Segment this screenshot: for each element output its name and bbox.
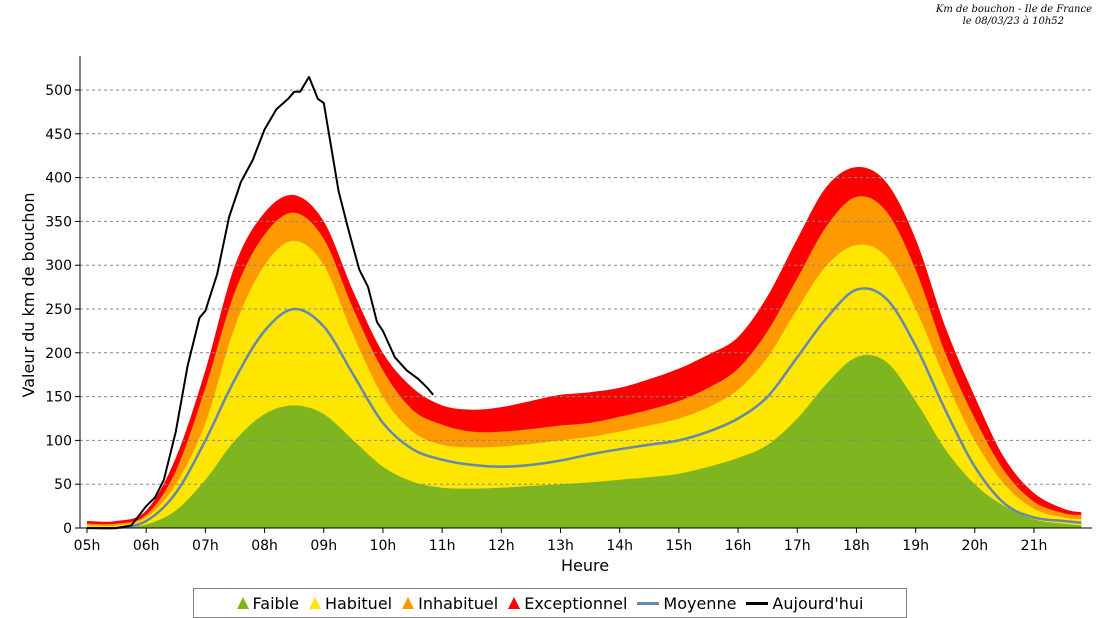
area-layers [87,167,1082,529]
legend-label-habituel: Habituel [324,593,393,613]
y-tick-label: 200 [45,346,72,362]
legend-item-exceptionnel: Exceptionnel [508,594,627,613]
y-tick-label: 100 [45,433,72,449]
area-faible [87,355,1082,529]
line-moyenne [86,287,1082,530]
legend-swatch-moyenne [637,601,660,605]
legend-item-faible: Faible [236,593,299,613]
y-tick-label: 450 [45,127,72,143]
legend-swatch-exceptionnel [508,597,521,609]
line-series [86,75,1082,530]
legend-item-inhabituel: Inhabituel [402,594,498,613]
x-tick-label: 15h [666,538,693,554]
gridlines [80,89,1092,485]
y-tick-label: 500 [45,83,72,99]
x-tick-label: 18h [843,538,870,554]
y-tick-label: 300 [45,258,72,274]
caption-line-1: Km de bouchon - Ile de France [935,4,1092,15]
y-tick-label: 350 [45,214,72,230]
y-axis-label: Valeur du km de bouchon [19,193,38,398]
y-tick-label: 400 [45,171,72,187]
x-tick-label: 16h [725,538,752,554]
legend-swatch-habituel [308,597,321,609]
x-axis-label: Heure [561,556,609,575]
x-tick-label: 10h [370,538,397,554]
x-tick-label: 13h [547,538,574,554]
caption-line-2: le 08/03/23 à 10h52 [962,16,1064,27]
x-tick-label: 20h [961,538,988,554]
legend-label-faible: Faible [252,593,299,613]
x-tick-label: 14h [606,538,633,554]
legend-swatch-inhabituel [402,597,415,609]
chart-caption: Km de bouchon - Ile de France le 08/03/2… [936,4,1092,28]
legend-label-inhabituel: Inhabituel [418,593,499,613]
x-tick-label: 05h [74,538,101,554]
y-tick-label: 50 [54,477,72,493]
legend-item-moyenne: Moyenne [637,594,736,613]
x-tick-label: 21h [1021,538,1048,554]
x-tick-label: 17h [784,538,811,554]
legend-label-aujourdhui: Aujourd'hui [772,593,864,613]
legend-label-moyenne: Moyenne [663,593,737,613]
x-tick-label: 08h [251,538,278,554]
y-tick-label: 0 [63,521,72,537]
x-tick-label: 07h [192,538,219,554]
y-tick-label: 250 [45,302,72,318]
traffic-chart: 0 50 100 150 200 250 300 350 400 450 500 05h 06h 07h 0… [19,56,1092,575]
legend-label-exceptionnel: Exceptionnel [524,593,628,613]
chart-legend: Faible Habituel Inhabituel Exceptionnel … [193,588,907,618]
x-tick-label: 11h [429,538,456,554]
legend-swatch-aujourdhui [746,601,769,605]
x-tick-label: 19h [902,538,929,554]
x-tick-label: 06h [133,538,160,554]
y-tick-label: 150 [45,390,72,406]
legend-item-aujourdhui: Aujourd'hui [746,594,863,613]
x-tick-label: 09h [310,538,337,554]
legend-item-habituel: Habituel [308,593,393,613]
legend-swatch-faible [236,597,249,609]
x-tick-label: 12h [488,538,515,554]
axes: 0 50 100 150 200 250 300 350 400 450 500 05h 06h 07h 0… [45,56,1092,554]
line-aujourdhui [87,75,434,529]
